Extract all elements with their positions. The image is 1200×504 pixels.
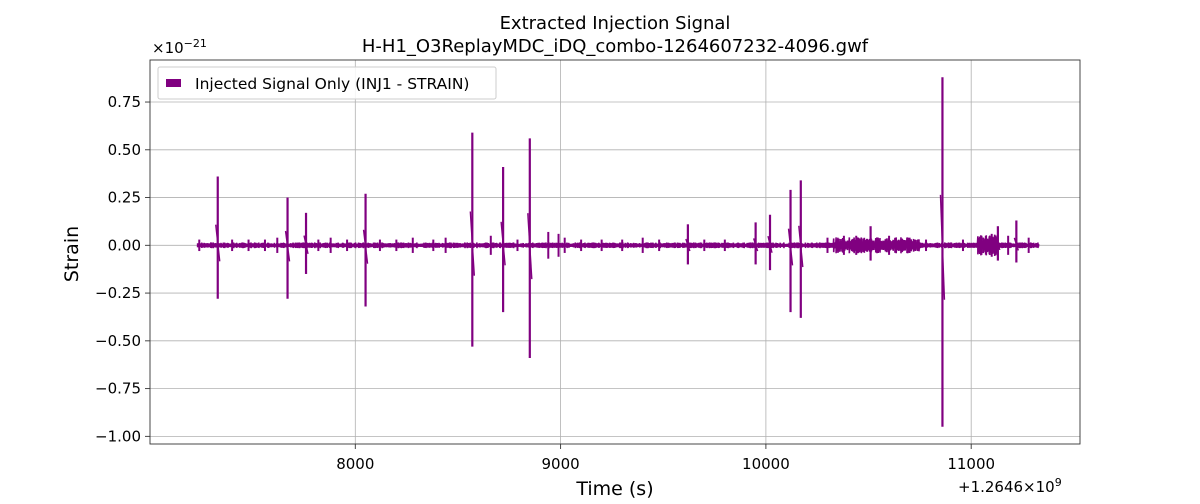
- signal-spike-core: [767, 235, 773, 253]
- signal-spike-core: [1013, 237, 1020, 251]
- y-tick-label: −0.75: [95, 380, 141, 398]
- signal-spike-core: [500, 221, 506, 266]
- x-tick-label: 8000: [336, 455, 374, 473]
- x-tick-label: 11000: [947, 455, 995, 473]
- legend-swatch: [166, 79, 181, 87]
- signal-spike-core: [787, 228, 794, 266]
- y-multiplier-exponent: −21: [184, 37, 207, 50]
- y-tick-label: 0.25: [108, 189, 141, 207]
- legend-label: Injected Signal Only (INJ1 - STRAIN): [195, 75, 469, 93]
- y-multiplier-base: ×10: [152, 39, 184, 57]
- series-group: [196, 77, 1040, 427]
- y-tick-label: 0.75: [108, 93, 141, 111]
- signal-spike-core: [215, 224, 221, 262]
- y-axis-label: Strain: [61, 226, 83, 282]
- y-axis: 0.75 0.50 0.25 0.00 −0.25 −0.50 −0.75 −1.00: [95, 93, 150, 445]
- signal-spike-core: [284, 230, 291, 262]
- legend: Injected Signal Only (INJ1 - STRAIN): [157, 66, 497, 100]
- y-tick-label: −1.00: [95, 427, 141, 445]
- x-tick-label: 9000: [542, 455, 580, 473]
- grid: [150, 60, 1080, 444]
- y-tick-label: −0.50: [95, 332, 141, 350]
- signal-spike-core: [798, 225, 804, 268]
- y-multiplier: ×10−21: [152, 37, 207, 57]
- chart-subtitle: H-H1_O3ReplayMDC_iDQ_combo-1264607232-40…: [362, 36, 869, 57]
- signal-spike-core: [303, 235, 309, 255]
- x-axis: 8000 9000 10000 11000: [336, 444, 995, 473]
- signal-spike-core: [995, 239, 1001, 251]
- plot-frame: [149, 59, 1081, 445]
- signal-spike-core: [752, 238, 759, 252]
- x-offset: +1.2646×109: [958, 476, 1062, 496]
- legend-box: [157, 66, 497, 100]
- x-offset-exponent: 9: [1055, 476, 1062, 489]
- x-axis-label: Time (s): [575, 478, 653, 500]
- y-tick-label: 0.50: [108, 141, 141, 159]
- signal-spike-core: [867, 239, 874, 251]
- signal-spike-core: [469, 211, 476, 276]
- chart-title: Extracted Injection Signal: [500, 13, 731, 34]
- y-tick-label: 0.00: [108, 236, 141, 254]
- x-offset-base: +1.2646×10: [958, 478, 1055, 496]
- signal-spike-core: [527, 213, 533, 280]
- y-tick-label: −0.25: [95, 284, 141, 302]
- signal-spike-core: [685, 238, 691, 252]
- x-tick-label: 10000: [742, 455, 790, 473]
- signal-spike-core: [939, 194, 946, 300]
- signal-spike-core: [362, 229, 369, 264]
